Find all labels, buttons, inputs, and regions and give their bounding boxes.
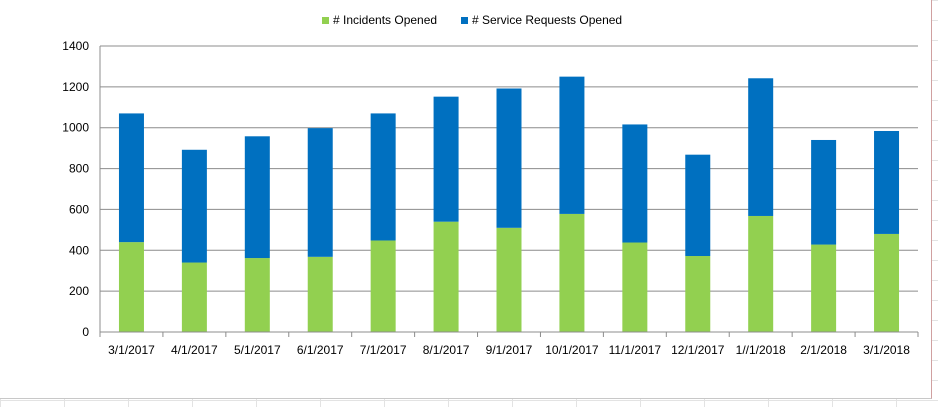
y-tick-label: 1200 bbox=[62, 80, 89, 94]
bar-incidents[interactable] bbox=[181, 262, 207, 332]
bar-incidents[interactable] bbox=[118, 242, 144, 332]
bar-service-requests[interactable] bbox=[811, 139, 837, 245]
bar-service-requests[interactable] bbox=[307, 128, 333, 257]
bar-service-requests[interactable] bbox=[244, 136, 270, 259]
bar-incidents[interactable] bbox=[307, 256, 333, 332]
bar-service-requests[interactable] bbox=[118, 113, 144, 243]
y-tick-label: 800 bbox=[69, 162, 89, 176]
x-tick-label: 3/1/2017 bbox=[108, 343, 155, 357]
x-tick-label: 7/1/2017 bbox=[360, 343, 407, 357]
bar-incidents[interactable] bbox=[622, 242, 648, 332]
y-tick-labels: 0 200 400 600 800 1000 1200 1400 bbox=[62, 39, 89, 339]
x-tick-label: 4/1/2017 bbox=[171, 343, 218, 357]
bar-service-requests[interactable] bbox=[496, 88, 522, 228]
bar-incidents[interactable] bbox=[370, 240, 396, 332]
x-tick-label: 3/1/2018 bbox=[863, 343, 910, 357]
bar-service-requests[interactable] bbox=[181, 149, 207, 263]
legend[interactable]: # Incidents Opened # Service Requests Ope… bbox=[322, 13, 622, 27]
y-tick-label: 600 bbox=[69, 202, 89, 216]
y-tick-label: 200 bbox=[69, 284, 89, 298]
x-tick-label: 1//1/2018 bbox=[736, 343, 786, 357]
bar-incidents[interactable] bbox=[433, 221, 459, 332]
x-tick-label: 5/1/2017 bbox=[234, 343, 281, 357]
y-tick-label: 1400 bbox=[62, 39, 89, 53]
y-tick-label: 400 bbox=[69, 243, 89, 257]
bar-service-requests[interactable] bbox=[685, 154, 711, 257]
x-tick-label: 6/1/2017 bbox=[297, 343, 344, 357]
x-tick-label: 11/1/2017 bbox=[609, 343, 662, 357]
bar-incidents[interactable] bbox=[874, 233, 900, 332]
legend-label: # Incidents Opened bbox=[333, 13, 437, 27]
x-tick-label: 12/1/2017 bbox=[671, 343, 725, 357]
bar-incidents[interactable] bbox=[811, 244, 837, 332]
y-tick-label: 1000 bbox=[62, 121, 89, 135]
bar-service-requests[interactable] bbox=[874, 130, 900, 234]
stacked-bar-chart: 0 200 400 600 800 1000 1200 1400 3/1/2017 4/1/20… bbox=[62, 13, 919, 357]
chart-area[interactable]: 0 200 400 600 800 1000 1200 1400 3/1/2017 4/1/20… bbox=[0, 0, 932, 399]
bar-incidents[interactable] bbox=[244, 258, 270, 332]
x-tick-labels: 3/1/2017 4/1/2017 5/1/2017 6/1/2017 7/1/2017… bbox=[108, 343, 910, 357]
x-tick-label: 8/1/2017 bbox=[423, 343, 470, 357]
bar-service-requests[interactable] bbox=[370, 113, 396, 241]
x-tick-label: 9/1/2017 bbox=[486, 343, 533, 357]
legend-label: # Service Requests Opened bbox=[472, 13, 622, 27]
bars bbox=[118, 76, 900, 332]
y-tick-label: 0 bbox=[82, 325, 89, 339]
axes bbox=[99, 46, 919, 337]
legend-swatch bbox=[461, 17, 468, 24]
bar-service-requests[interactable] bbox=[748, 78, 774, 216]
bar-service-requests[interactable] bbox=[559, 76, 585, 214]
legend-swatch bbox=[322, 17, 329, 24]
x-tick-label: 2/1/2018 bbox=[800, 343, 847, 357]
x-tick-label: 10/1/2017 bbox=[545, 343, 599, 357]
bar-service-requests[interactable] bbox=[433, 96, 459, 222]
bar-service-requests[interactable] bbox=[622, 124, 648, 243]
bar-incidents[interactable] bbox=[685, 256, 711, 332]
bar-incidents[interactable] bbox=[496, 227, 522, 332]
bar-incidents[interactable] bbox=[559, 213, 585, 332]
bar-incidents[interactable] bbox=[748, 215, 774, 332]
